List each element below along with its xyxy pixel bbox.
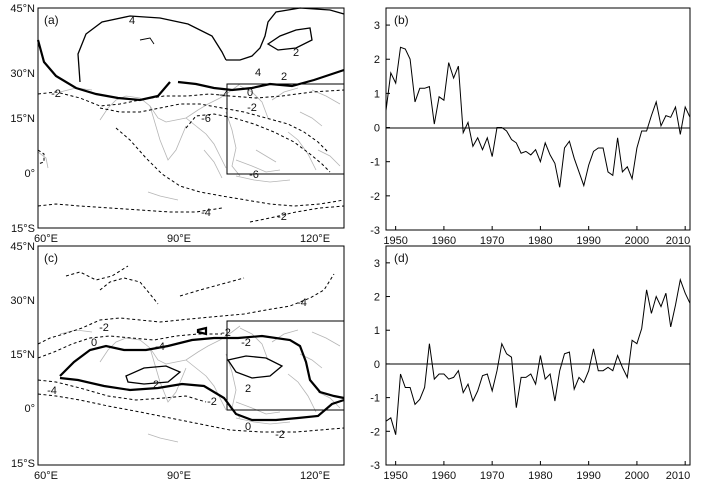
panel-d-frame — [385, 245, 691, 466]
panel-b-y-tick-label: 0 — [374, 123, 380, 135]
panel-a-lon-tick: 120°E — [300, 233, 330, 245]
panel-a-frame — [37, 7, 345, 229]
panel-c-lon-ticks: 60°E 90°E 120°E — [34, 470, 330, 482]
panel-c: -4 -2 -4 0 -2 -2 -4 2 2 -2 0 -2 45°N 30°… — [10, 241, 345, 482]
panel-c-contour-label: 0 — [91, 337, 97, 349]
panel-d-x-tick-label: 1970 — [480, 470, 504, 482]
panel-a-contour-label: -4 — [201, 207, 211, 219]
panel-c-lon-tick: 60°E — [34, 470, 58, 482]
panel-a-lat-ticks: 45°N 30°N 15°N 0° 15°S — [10, 3, 35, 235]
panel-c-lon-tick: 90°E — [167, 470, 191, 482]
panel-d-y-tick-label: 3 — [374, 258, 380, 270]
panel-c-contour-label: 2 — [245, 383, 251, 395]
panel-b-x-ticks: 1950 1960 1970 1980 1990 2000 2010 — [383, 226, 690, 247]
panel-a-lon-tick: 90°E — [167, 233, 191, 245]
panel-d-x-ticks: 1950 1960 1970 1980 1990 2000 2010 — [383, 461, 690, 482]
panel-b-x-tick-label: 1950 — [383, 235, 407, 247]
panel-b-y-tick-label: 1 — [374, 88, 380, 100]
panel-d-x-tick-label: 1990 — [576, 470, 600, 482]
panel-a-contour-label: 4 — [129, 15, 135, 27]
panel-b-x-tick-label: 2000 — [625, 235, 649, 247]
panel-b-y-tick-label: -2 — [370, 191, 380, 203]
panel-b-label: (b) — [394, 13, 409, 27]
panel-d-y-tick-label: 1 — [374, 325, 380, 337]
panel-b-y-tick-label: -1 — [370, 157, 380, 169]
panel-c-lat-tick: 0° — [24, 403, 35, 415]
panel-c-contour-label: -2 — [241, 337, 251, 349]
panel-a-label: (a) — [44, 13, 59, 27]
panel-b-x-tick-label: 2010 — [666, 235, 690, 247]
panel-d-y-tick-label: 2 — [374, 292, 380, 304]
panel-a-contour-label: -2 — [51, 88, 61, 100]
panel-b-y-tick-label: -3 — [370, 225, 380, 237]
panel-d-y-tick-label: -1 — [370, 393, 380, 405]
panel-a-contour-label: -2 — [277, 211, 287, 223]
panel-c-dashed-contours — [37, 265, 345, 433]
panel-d-y-tick-label: 0 — [374, 359, 380, 371]
panel-c-contour-label: -4 — [155, 341, 165, 353]
panel-c-lat-ticks: 45°N 30°N 15°N 0° 15°S — [10, 241, 35, 470]
panel-a-lon-tick: 60°E — [34, 233, 58, 245]
panel-c-contour-label: -4 — [47, 385, 57, 397]
panel-d-x-tick-label: 2000 — [625, 470, 649, 482]
panel-d-x-tick-label: 1950 — [383, 470, 407, 482]
panel-d-y-tick-label: -3 — [370, 460, 380, 472]
panel-c-solid-contours — [59, 326, 345, 422]
panel-c-contour-label: -2 — [275, 429, 285, 441]
panel-c-lat-tick: 15°S — [11, 458, 35, 470]
panel-d-x-tick-label: 1960 — [432, 470, 456, 482]
panel-d-x-tick-label: 1980 — [528, 470, 552, 482]
panel-a-contour-label: 0 — [247, 87, 253, 99]
panel-b-y-tick-label: 3 — [374, 20, 380, 32]
panel-a-contour-label: 2 — [281, 71, 287, 83]
panel-a-lon-ticks: 60°E 90°E 120°E — [34, 233, 330, 245]
panel-a-contour-labels: 4 2 -2 4 2 0 -2 -4 -6 -6 -4 -2 — [51, 15, 299, 223]
panel-d-series-line — [385, 277, 691, 435]
panel-c-contour-label: -2 — [99, 322, 109, 334]
panel-b-x-tick-label: 1960 — [432, 235, 456, 247]
panel-d-y-ticks: 3 2 1 0 -1 -2 -3 — [370, 258, 390, 472]
panel-d-x-tick-label: 2010 — [666, 470, 690, 482]
panel-d-label: (d) — [394, 251, 409, 265]
panel-a-dashed-contours — [37, 89, 345, 223]
panel-b-x-tick-label: 1990 — [576, 235, 600, 247]
panel-a-contour-label: -6 — [201, 113, 211, 125]
panel-c-lat-tick: 15°N — [10, 349, 35, 361]
panel-d-y-tick-label: -2 — [370, 426, 380, 438]
panel-a-lat-tick: 30°N — [10, 68, 35, 80]
panel-c-contour-label: 0 — [245, 421, 251, 433]
panel-a-lat-tick: 45°N — [10, 3, 35, 15]
panel-a-contour-label: 2 — [293, 47, 299, 59]
panel-a-contour-label: -6 — [249, 169, 259, 181]
panel-a-contour-label: 4 — [255, 67, 261, 79]
panel-c-contour-label: 2 — [153, 379, 159, 391]
panel-b-series-line — [385, 46, 691, 188]
panel-b-y-ticks: 3 2 1 0 -1 -2 -3 — [370, 20, 390, 237]
panel-a-coastlines — [37, 83, 341, 201]
panel-c-contour-label: -2 — [221, 327, 231, 339]
panel-a-lat-tick: 15°N — [10, 113, 35, 125]
panel-c-coastlines — [59, 325, 341, 443]
panel-a-lat-tick: 15°S — [11, 223, 35, 235]
panel-a: 4 2 -2 4 2 0 -2 -4 -6 -6 -4 -2 45°N 30°N… — [10, 3, 345, 245]
panel-a-contour-label: -2 — [247, 102, 257, 114]
panel-c-lon-tick: 120°E — [300, 470, 330, 482]
panel-c-label: (c) — [44, 251, 58, 265]
panel-a-lat-tick: 0° — [24, 168, 35, 180]
panel-c-lat-tick: 30°N — [10, 295, 35, 307]
panel-b-y-tick-label: 2 — [374, 54, 380, 66]
panel-a-contour-label: -4 — [219, 89, 229, 101]
panel-c-contour-labels: -4 -2 -4 0 -2 -2 -4 2 2 -2 0 -2 — [47, 297, 307, 441]
panel-c-lat-tick: 45°N — [10, 241, 35, 253]
panel-b-x-tick-label: 1970 — [480, 235, 504, 247]
panel-c-contour-label: -2 — [207, 396, 217, 408]
panel-c-contour-label: -4 — [297, 297, 307, 309]
panel-b-x-tick-label: 1980 — [528, 235, 552, 247]
panel-c-frame — [37, 245, 345, 466]
panel-b-frame — [385, 7, 691, 231]
panel-a-solid-contours — [36, 7, 345, 102]
